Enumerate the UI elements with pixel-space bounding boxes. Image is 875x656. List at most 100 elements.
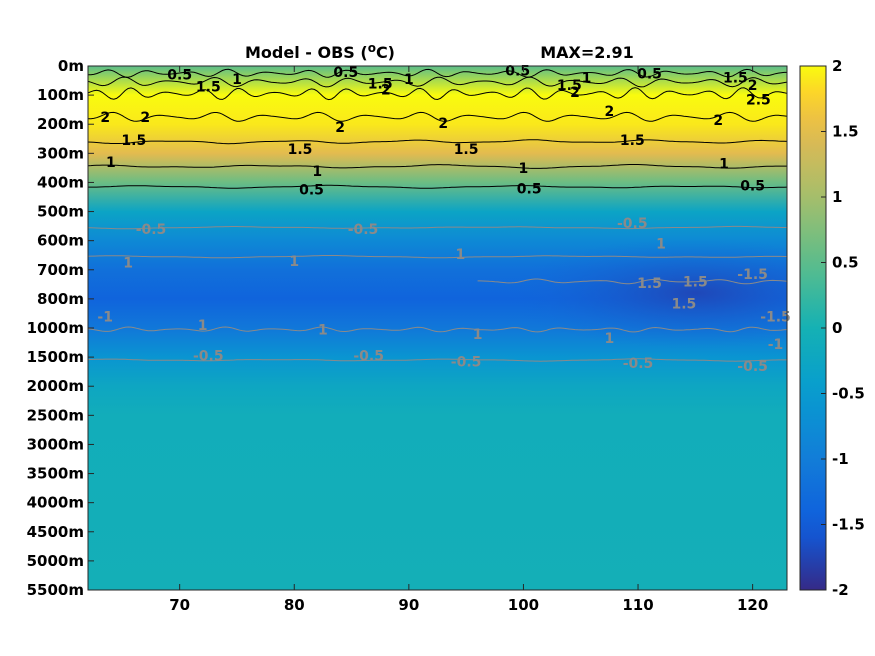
contour-label: -0.5 — [617, 216, 648, 232]
contour-label: 1.5 — [196, 79, 221, 95]
contour-label: 1 — [123, 256, 133, 272]
contour-label: -0.5 — [136, 222, 167, 238]
contour-label: 1.5 — [683, 274, 708, 290]
contour-line — [88, 326, 787, 333]
contour-label: 1 — [605, 331, 615, 347]
y-tick-label: 5000m — [27, 552, 84, 570]
contour-label: 1.5 — [288, 142, 313, 158]
contour-label: 1 — [719, 157, 729, 173]
y-tick-label: 400m — [37, 173, 84, 191]
contour-line — [88, 184, 787, 189]
contour-label: -0.5 — [348, 222, 379, 238]
y-tick-label: 3000m — [27, 435, 84, 453]
x-tick-label: 90 — [398, 596, 419, 614]
colorbar-tick-label: -1.5 — [832, 516, 865, 534]
y-tick-label: 200m — [37, 115, 84, 133]
y-tick-label: 5500m — [27, 581, 84, 599]
contour-label: 2 — [140, 110, 150, 126]
contour-line — [477, 278, 787, 285]
y-tick-label: 1000m — [27, 319, 84, 337]
contour-line — [88, 87, 787, 101]
x-axis: 70 80 90 100 110 120 — [169, 66, 768, 614]
contour-line — [88, 255, 787, 259]
contour-label: 1.5 — [454, 142, 479, 158]
colorbar-tick-label: 1.5 — [832, 123, 859, 141]
contour-label: -1.5 — [737, 267, 768, 283]
colorbar-tick-label: -0.5 — [832, 385, 865, 403]
y-tick-label: 3500m — [27, 465, 84, 483]
colorbar-tick-label: 2 — [832, 57, 842, 75]
cold-core — [505, 238, 787, 349]
contour-label: 1 — [473, 327, 483, 343]
y-tick-label: 600m — [37, 232, 84, 250]
contour-label: -1 — [768, 337, 784, 353]
x-tick-label: 80 — [284, 596, 305, 614]
contour-label: 1 — [289, 254, 299, 270]
y-tick-label: 2500m — [27, 406, 84, 424]
y-tick-label: 800m — [37, 290, 84, 308]
contour-label: 1 — [456, 247, 466, 263]
contour-label: 1.5 — [671, 296, 696, 312]
contour-label: 2 — [438, 116, 448, 132]
contour-label: 1.5 — [620, 133, 645, 149]
contour-labels: 0.51.5 1 0.51.5 120.51.5 120.5 1.5 22.52 22 2221… — [97, 63, 790, 374]
chart-title-unit: C) — [376, 43, 395, 62]
contour-label: 1 — [519, 161, 529, 177]
contour-label: 0.5 — [637, 66, 662, 82]
colorbar-tick-label: 1 — [832, 188, 842, 206]
contour-label: 2 — [100, 110, 110, 126]
contour-label: 1.5 — [637, 276, 662, 292]
contour-label: -1.5 — [760, 309, 791, 325]
y-tick-label: 700m — [37, 261, 84, 279]
contour-line — [88, 225, 787, 230]
y-tick-label: 0m — [58, 57, 84, 75]
colorbar-tick-label: -2 — [832, 581, 849, 599]
contour-label: -0.5 — [623, 356, 654, 372]
contour-label: 1 — [106, 155, 116, 171]
contour-label: 1 — [404, 72, 414, 88]
contour-line — [88, 139, 787, 145]
colorbar-ticks: 2 1.5 1 0.5 0 -0.5 -1 -1.5 -2 — [821, 57, 865, 599]
contour-label: 2 — [381, 82, 391, 98]
contour-label: 2 — [713, 113, 723, 129]
chart-title-main: Model - OBS ( — [245, 43, 368, 62]
x-tick-label: 120 — [737, 596, 768, 614]
contour-line — [88, 111, 787, 122]
contour-lines — [88, 68, 787, 362]
x-tick-label: 70 — [169, 596, 190, 614]
contour-label: 0.5 — [167, 68, 192, 84]
contour-label: 1 — [656, 237, 666, 253]
contour-label: 0.5 — [333, 65, 358, 81]
colorbar-tick-label: -1 — [832, 450, 849, 468]
y-tick-label: 2000m — [27, 377, 84, 395]
heatmap-field — [88, 66, 787, 590]
contour-label: 1 — [312, 164, 322, 180]
contour-label: 1.5 — [121, 133, 146, 149]
contour-label: 1 — [232, 72, 242, 88]
contour-label: 0.5 — [517, 181, 542, 197]
contour-label: 0.5 — [740, 178, 765, 194]
y-axis: 0m 100m 200m 300m 400m 500m 600m 700m 800m 1000m 1… — [27, 57, 94, 599]
contour-label: -0.5 — [737, 359, 768, 375]
contour-label: -0.5 — [451, 355, 482, 371]
chart-title-degree: o — [368, 41, 376, 55]
contour-label: 1 — [198, 318, 208, 334]
chart-title: Model - OBS (oC) — [245, 41, 395, 62]
x-tick-label: 110 — [622, 596, 653, 614]
contour-label: 2 — [605, 104, 615, 120]
y-tick-label: 300m — [37, 144, 84, 162]
contour-label: 0.5 — [299, 183, 324, 199]
contour-label: 2 — [570, 85, 580, 101]
contour-line — [88, 358, 787, 362]
contour-label: 1 — [582, 71, 592, 87]
contour-label: 2 — [335, 120, 345, 136]
contour-label: 2.5 — [746, 93, 771, 109]
contour-label: 1 — [318, 323, 328, 339]
y-tick-label: 4000m — [27, 494, 84, 512]
contour-label: -0.5 — [193, 349, 224, 365]
y-tick-label: 4500m — [27, 523, 84, 541]
contour-label: -0.5 — [353, 349, 384, 365]
contour-label: 1.5 — [368, 77, 393, 93]
contour-label: -1 — [97, 309, 113, 325]
